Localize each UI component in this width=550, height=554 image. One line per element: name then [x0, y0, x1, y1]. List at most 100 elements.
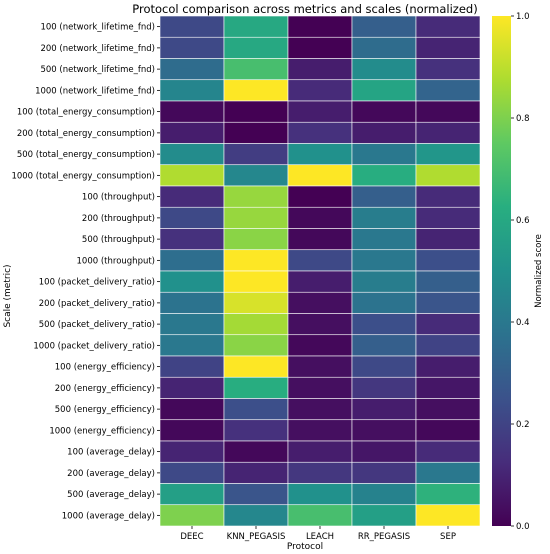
heatmap-cell: [351, 398, 417, 421]
heatmap-cells: [159, 15, 481, 527]
heatmap-cell: [351, 313, 417, 336]
heatmap-cell: [351, 355, 417, 378]
row-tick-label: 200 (total_energy_consumption): [17, 129, 155, 139]
heatmap-cell: [223, 164, 289, 187]
heatmap-cell: [287, 228, 353, 251]
row-tick-label: 500 (average_delay): [67, 490, 155, 500]
heatmap-cell: [223, 440, 289, 463]
heatmap-cell: [351, 461, 417, 484]
heatmap-cell: [351, 143, 417, 166]
x-axis-label: Protocol: [287, 542, 323, 552]
heatmap-cell: [287, 270, 353, 293]
heatmap-cell: [159, 121, 225, 144]
row-tick-label: 500 (energy_efficiency): [55, 405, 155, 415]
row-tick-label: 100 (throughput): [82, 193, 155, 203]
colorbar-ticks: 0.0 0.2 0.4 0.6 0.8 1.0: [511, 12, 530, 532]
row-tick-label: 200 (packet_delivery_ratio): [39, 299, 155, 309]
heatmap-cell: [351, 270, 417, 293]
row-tick-label: 1000 (network_lifetime_fnd): [35, 86, 155, 96]
heatmap-cell: [351, 249, 417, 272]
row-tick-label: 500 (throughput): [82, 235, 155, 245]
heatmap-cell: [415, 334, 481, 357]
heatmap-cell: [159, 461, 225, 484]
heatmap-cell: [287, 164, 353, 187]
heatmap-cell: [223, 206, 289, 229]
heatmap-cell: [351, 164, 417, 187]
heatmap-cell: [223, 291, 289, 314]
heatmap-cell: [159, 164, 225, 187]
row-tick-label: 1000 (average_delay): [62, 511, 155, 521]
heatmap-cell: [159, 270, 225, 293]
row-tick-label: 1000 (energy_efficiency): [49, 426, 155, 436]
heatmap-cell: [287, 419, 353, 442]
heatmap-cell: [351, 291, 417, 314]
heatmap-cell: [159, 398, 225, 421]
heatmap-cell: [415, 36, 481, 59]
heatmap-cell: [415, 121, 481, 144]
colorbar: [492, 16, 511, 526]
heatmap-cell: [351, 79, 417, 102]
heatmap-cell: [351, 58, 417, 81]
heatmap-cell: [415, 270, 481, 293]
colorbar-tick-label: 0.0: [516, 522, 530, 532]
heatmap-cell: [415, 419, 481, 442]
row-tick-label: 200 (average_delay): [67, 469, 155, 479]
heatmap-cell: [223, 504, 289, 527]
heatmap-cell: [223, 376, 289, 399]
heatmap-cell: [415, 483, 481, 506]
heatmap-cell: [159, 504, 225, 527]
heatmap-cell: [223, 79, 289, 102]
heatmap-cell: [159, 419, 225, 442]
row-tick-label: 100 (network_lifetime_fnd): [40, 23, 155, 33]
heatmap-cell: [287, 58, 353, 81]
heatmap-cell: [415, 206, 481, 229]
heatmap-cell: [351, 504, 417, 527]
heatmap-cell: [351, 15, 417, 38]
heatmap-cell: [351, 100, 417, 123]
heatmap-cell: [223, 270, 289, 293]
column-tick-labels: DEEC KNN_PEGASIS LEACH RR_PEGASIS SEP: [180, 526, 456, 542]
heatmap-cell: [287, 440, 353, 463]
heatmap-cell: [351, 36, 417, 59]
column-tick-label: SEP: [440, 532, 456, 542]
heatmap-cell: [351, 483, 417, 506]
heatmap-cell: [351, 228, 417, 251]
column-tick-label: RR_PEGASIS: [358, 532, 410, 542]
heatmap-cell: [351, 121, 417, 144]
heatmap-cell: [223, 334, 289, 357]
row-tick-label: 500 (network_lifetime_fnd): [40, 65, 155, 75]
heatmap-cell: [415, 79, 481, 102]
heatmap-cell: [287, 185, 353, 208]
heatmap-cell: [415, 15, 481, 38]
heatmap-cell: [415, 398, 481, 421]
heatmap-cell: [287, 15, 353, 38]
heatmap-cell: [287, 504, 353, 527]
heatmap-cell: [159, 376, 225, 399]
row-tick-labels: 100 (network_lifetime_fnd) 200 (network_l…: [11, 23, 160, 521]
heatmap-cell: [287, 398, 353, 421]
colorbar-tick-label: 0.2: [516, 420, 530, 430]
heatmap-cell: [159, 100, 225, 123]
heatmap-cell: [287, 334, 353, 357]
heatmap-cell: [415, 461, 481, 484]
heatmap-cell: [159, 228, 225, 251]
colorbar-tick-label: 0.4: [516, 318, 530, 328]
row-tick-label: 100 (average_delay): [67, 448, 155, 458]
heatmap-cell: [223, 461, 289, 484]
row-tick-label: 100 (energy_efficiency): [55, 363, 155, 373]
heatmap-cell: [287, 79, 353, 102]
row-tick-label: 100 (total_energy_consumption): [17, 108, 155, 118]
heatmap-cell: [351, 206, 417, 229]
heatmap-cell: [287, 461, 353, 484]
heatmap-cell: [223, 36, 289, 59]
heatmap-cell: [159, 334, 225, 357]
colorbar-tick-label: 0.6: [516, 216, 530, 226]
heatmap-cell: [351, 334, 417, 357]
row-tick-label: 1000 (throughput): [77, 256, 155, 266]
row-tick-label: 200 (network_lifetime_fnd): [40, 44, 155, 54]
chart-title: Protocol comparison across metrics and s…: [132, 2, 477, 16]
heatmap-cell: [159, 291, 225, 314]
heatmap-cell: [415, 185, 481, 208]
heatmap-cell: [415, 143, 481, 166]
colorbar-label: Normalized score: [534, 234, 544, 308]
